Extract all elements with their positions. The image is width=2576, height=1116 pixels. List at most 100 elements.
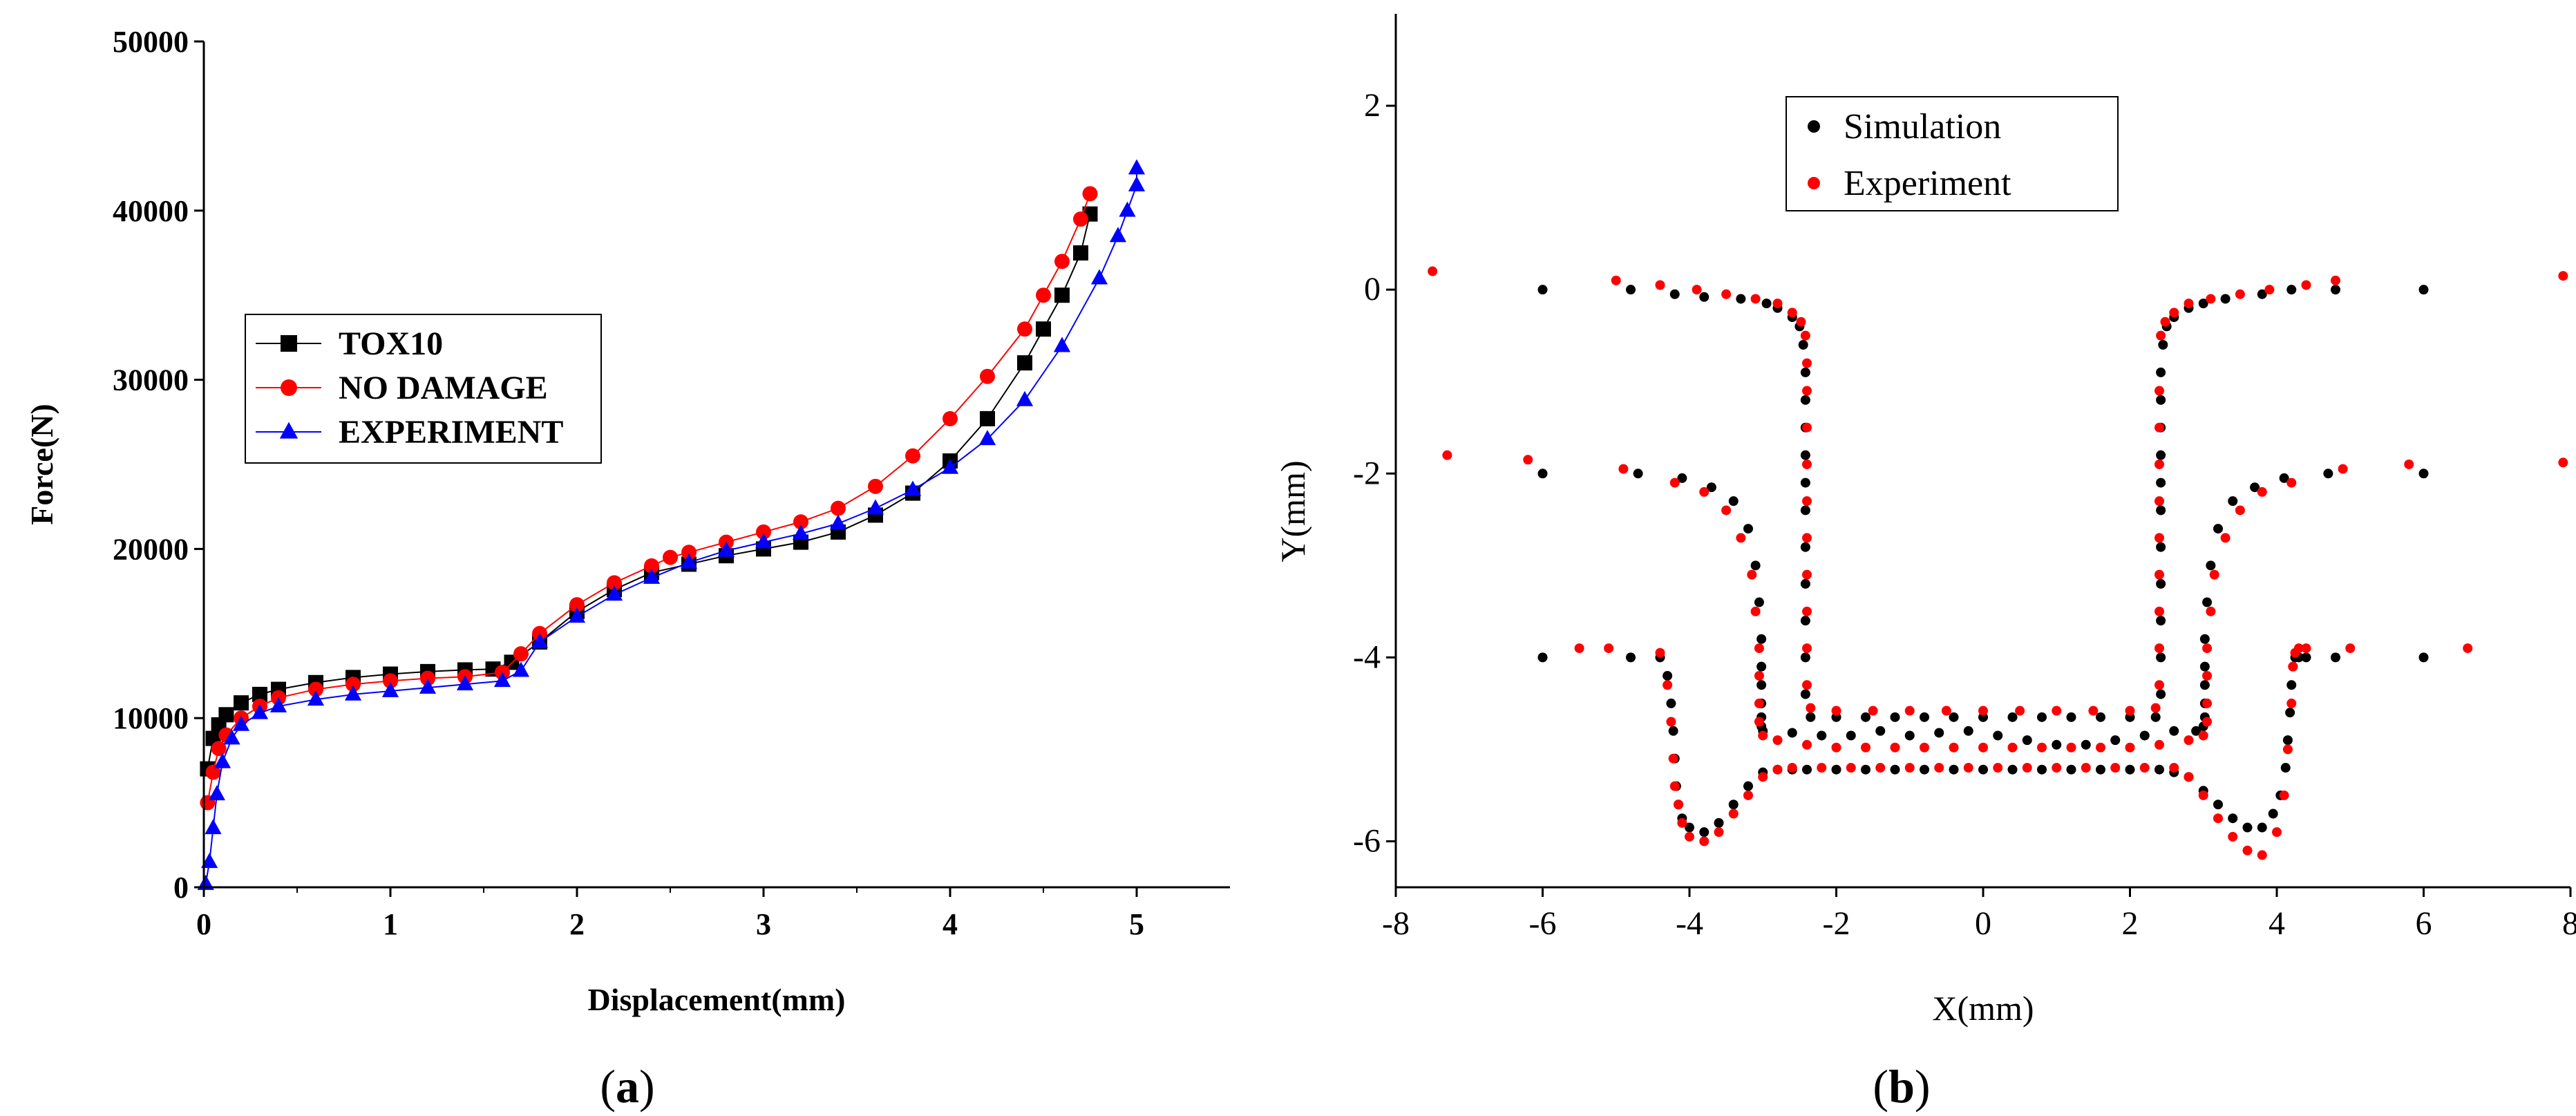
panel-b-ticks: -6 -4 -2 0 2 -8 -6 -4 -2 0 2 4 6 8	[1353, 87, 2576, 942]
panel-b-data-point	[2154, 386, 2164, 396]
panel-b-data-point	[2282, 744, 2293, 755]
panel-a-data-point	[943, 410, 958, 426]
panel-b-data-point	[1669, 477, 1680, 488]
panel-b-data-point	[1736, 533, 1746, 543]
panel-b-data-point	[1802, 496, 1812, 507]
panel-b-data-point	[1934, 728, 1944, 738]
panel-b-data-point	[1666, 698, 1676, 708]
panel-b-legend-label: Experiment	[1844, 164, 2011, 203]
panel-b-data-point	[1442, 450, 1452, 460]
panel-b-data-point	[2268, 808, 2278, 819]
panel-b-data-point	[1802, 386, 1812, 396]
panel-b-legend-marker	[1808, 120, 1820, 133]
panel-b-data-point	[1756, 680, 1767, 690]
panel-a-data-point	[420, 670, 435, 686]
panel-b-data-point	[2250, 482, 2260, 493]
panel-a-series-1	[200, 186, 1098, 811]
panel-b-data-point	[1802, 422, 1812, 433]
panel-b-data-point	[1993, 763, 2003, 773]
panel-a-data-point	[218, 707, 234, 723]
panel-b-data-point	[2202, 643, 2213, 654]
panel-b-data-point	[1626, 285, 1636, 295]
panel-b-data-point	[2154, 459, 2164, 469]
panel-b-data-point	[2206, 560, 2216, 571]
panel-b-data-point	[1699, 486, 1710, 497]
panel-a-xtick-label: 3	[756, 907, 771, 941]
panel-b-xtick-label: -2	[1823, 905, 1850, 942]
panel-b-data-point	[2037, 712, 2047, 722]
panel-b-data-point	[2154, 533, 2164, 543]
panel-b-data-point	[1754, 643, 1764, 654]
panel-b-data-point	[2293, 643, 2304, 654]
panel-b-data-point	[2154, 643, 2164, 654]
panel-b-data-point	[2110, 763, 2121, 773]
panel-a-data-point	[1036, 321, 1051, 337]
panel-b-data-point	[1800, 689, 1810, 699]
panel-b-data-point	[2418, 285, 2429, 295]
panel-a-data-point	[251, 703, 269, 719]
panel-a-ytick-label: 20000	[113, 532, 189, 566]
panel-a-data-point	[980, 368, 995, 384]
panel-b-data-point	[1861, 712, 1871, 722]
panel-a-data-point	[569, 597, 585, 613]
panel-b-data-point	[1802, 569, 1812, 580]
panel-b-data-point	[1750, 560, 1761, 571]
panel-b-data-point	[1721, 505, 1732, 516]
panel-b-data-point	[2156, 330, 2166, 341]
panel-b-data-point	[2156, 477, 2166, 488]
panel-b-data-point	[2156, 395, 2166, 405]
panel-b-data-point	[2301, 643, 2311, 654]
panel-a-xtick-label: 0	[196, 907, 211, 941]
panel-b-data-point	[1758, 730, 1768, 741]
panel-b-data-point	[2272, 827, 2282, 838]
panel-b-data-point	[1669, 781, 1680, 791]
panel-b-xtick-label: 0	[1975, 905, 1991, 942]
panel-a-data-point	[904, 480, 922, 496]
panel-b-data-point	[2125, 742, 2135, 753]
panel-b-data-point	[2156, 616, 2166, 626]
panel-b-data-point	[1963, 726, 1973, 736]
panel-b-data-point	[2209, 569, 2219, 580]
panel-b-data-point	[1861, 742, 1871, 753]
panel-a-data-point	[866, 499, 884, 515]
panel-b-data-point	[1754, 670, 1764, 681]
panel-a-data-point	[234, 695, 249, 711]
panel-b-data-point	[1663, 670, 1673, 681]
panel-a-data-point	[756, 524, 771, 540]
panel-b-data-point	[1685, 831, 1694, 842]
panel-b-data-point	[1743, 781, 1753, 791]
panel-b-data-point	[1978, 706, 1988, 716]
panel-b-data-point	[1604, 643, 1614, 654]
panel-b-data-point	[1699, 292, 1710, 302]
panel-a-legend-marker	[281, 335, 297, 352]
panel-b-data-point	[1802, 739, 1812, 750]
panel-b-data-point	[2169, 308, 2179, 318]
panel-b-data-point	[2198, 790, 2208, 800]
panel-b-data-point	[2154, 680, 2164, 690]
panel-b-data-point	[1728, 800, 1739, 810]
panel-b-data-point	[1800, 578, 1810, 589]
panel-b-data-point	[2288, 661, 2298, 672]
panel-b-data-point	[1800, 477, 1810, 488]
panel-a-data-point	[1016, 390, 1034, 406]
panel-b-data-point	[2257, 822, 2267, 833]
panel-b-data-point	[2184, 735, 2194, 746]
panel-b-ytick-label: -4	[1353, 639, 1381, 675]
panel-b-data-point	[1846, 730, 1856, 741]
panel-b-data-point	[1674, 800, 1684, 810]
panel-b-data-point	[2279, 790, 2289, 800]
panel-b-data-point	[1699, 836, 1710, 847]
panel-b-data-point	[2022, 763, 2032, 773]
panel-b-data-point	[2096, 712, 2105, 722]
panel-a-data-point	[1073, 211, 1088, 227]
panel-b-data-point	[2279, 473, 2289, 483]
panel-b-data-point	[1668, 726, 1678, 736]
panel-a-data-point	[513, 646, 529, 662]
panel-b-label-letter: b	[1888, 1060, 1915, 1113]
panel-a-data-point	[868, 478, 883, 494]
panel-a-ylabel: Force(N)	[24, 404, 59, 524]
panel-b-data-point	[1920, 712, 1929, 722]
panel-b-data-point	[2282, 735, 2293, 746]
panel-b-xtick-label: 4	[2269, 905, 2285, 942]
panel-a-data-point	[381, 681, 399, 697]
